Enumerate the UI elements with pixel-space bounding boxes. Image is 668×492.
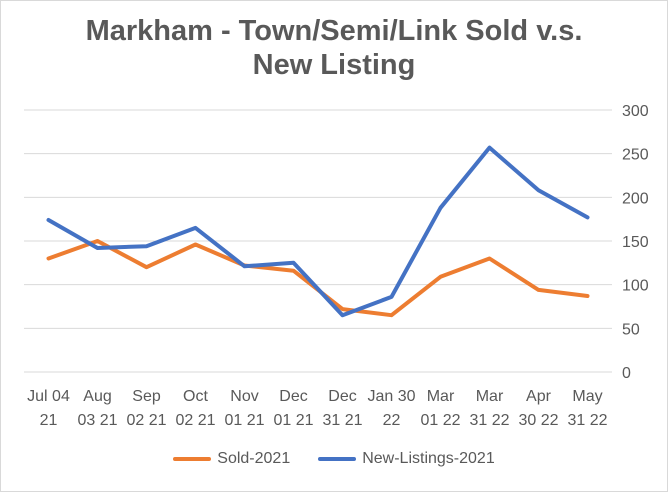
legend-label-sold: Sold-2021 (217, 450, 291, 467)
new-listings-point (587, 216, 588, 218)
x-tick-label: Oct 02 21 (175, 388, 215, 429)
new-listings-point (538, 189, 539, 191)
legend-item-new-listings: New-Listings-2021 (318, 450, 495, 468)
new-listings-point (244, 265, 245, 267)
legend-swatch-new-listings (318, 457, 357, 461)
sold-point (440, 276, 441, 278)
x-tick-label: Mar 01 22 (420, 388, 460, 429)
new-listings-point (489, 147, 490, 149)
y-tick-label: 100 (622, 278, 649, 295)
x-tick-label: Sep 02 21 (126, 388, 166, 429)
x-tick-label: Nov 01 21 (224, 388, 264, 429)
legend-label-new-listings: New-Listings-2021 (362, 450, 495, 467)
series-line-sold (46, 239, 590, 318)
new-listings-point (48, 219, 49, 221)
sold-point (97, 240, 98, 242)
gridlines (24, 109, 612, 373)
chart-title-line-1: Markham - Town/Semi/Link Sold v.s. (85, 15, 583, 47)
x-tick-label: Jan 30 22 (367, 388, 415, 429)
chart-title-line-2: New Listing (252, 49, 416, 81)
new-listings-point (97, 247, 98, 249)
y-axis-ticks: 0 50 100 150 200 250 300 (622, 103, 649, 382)
x-tick-label: Dec 31 21 (322, 388, 362, 429)
sold-point (391, 314, 392, 316)
new-listings-point (342, 314, 343, 316)
new-listings-point (391, 296, 392, 298)
y-tick-label: 250 (622, 147, 649, 164)
y-tick-label: 150 (622, 234, 649, 251)
sold-point (587, 295, 588, 297)
x-tick-label: Apr 30 22 (518, 388, 558, 429)
y-tick-label: 0 (622, 365, 631, 382)
legend-item-sold: Sold-2021 (173, 450, 290, 468)
y-tick-label: 300 (622, 103, 649, 120)
legend-swatch-sold (173, 457, 212, 461)
new-listings-point (293, 262, 294, 264)
x-tick-label: Mar 31 22 (469, 388, 509, 429)
x-tick-label: Dec 01 21 (273, 388, 313, 429)
x-tick-label: Jul 04 21 (27, 388, 70, 429)
sold-point (195, 243, 196, 245)
sold-point (293, 270, 294, 272)
y-tick-label: 50 (622, 321, 640, 338)
series-lines (46, 145, 590, 318)
sold-point (48, 257, 49, 259)
y-tick-label: 200 (622, 190, 649, 207)
chart-title: Markham - Town/Semi/Link Sold v.s. New L… (0, 14, 668, 82)
x-tick-label: Aug 03 21 (77, 388, 117, 429)
sold-point (342, 308, 343, 310)
sold-point (146, 266, 147, 268)
new-listings-point (440, 207, 441, 209)
new-listings-point (146, 245, 147, 247)
new-listings-point (195, 227, 196, 229)
series-line-new-listings (46, 145, 590, 318)
sold-point (489, 257, 490, 259)
legend: Sold-2021 New-Listings-2021 (0, 450, 668, 468)
sold-point (538, 289, 539, 291)
x-tick-label: May 31 22 (567, 388, 607, 429)
